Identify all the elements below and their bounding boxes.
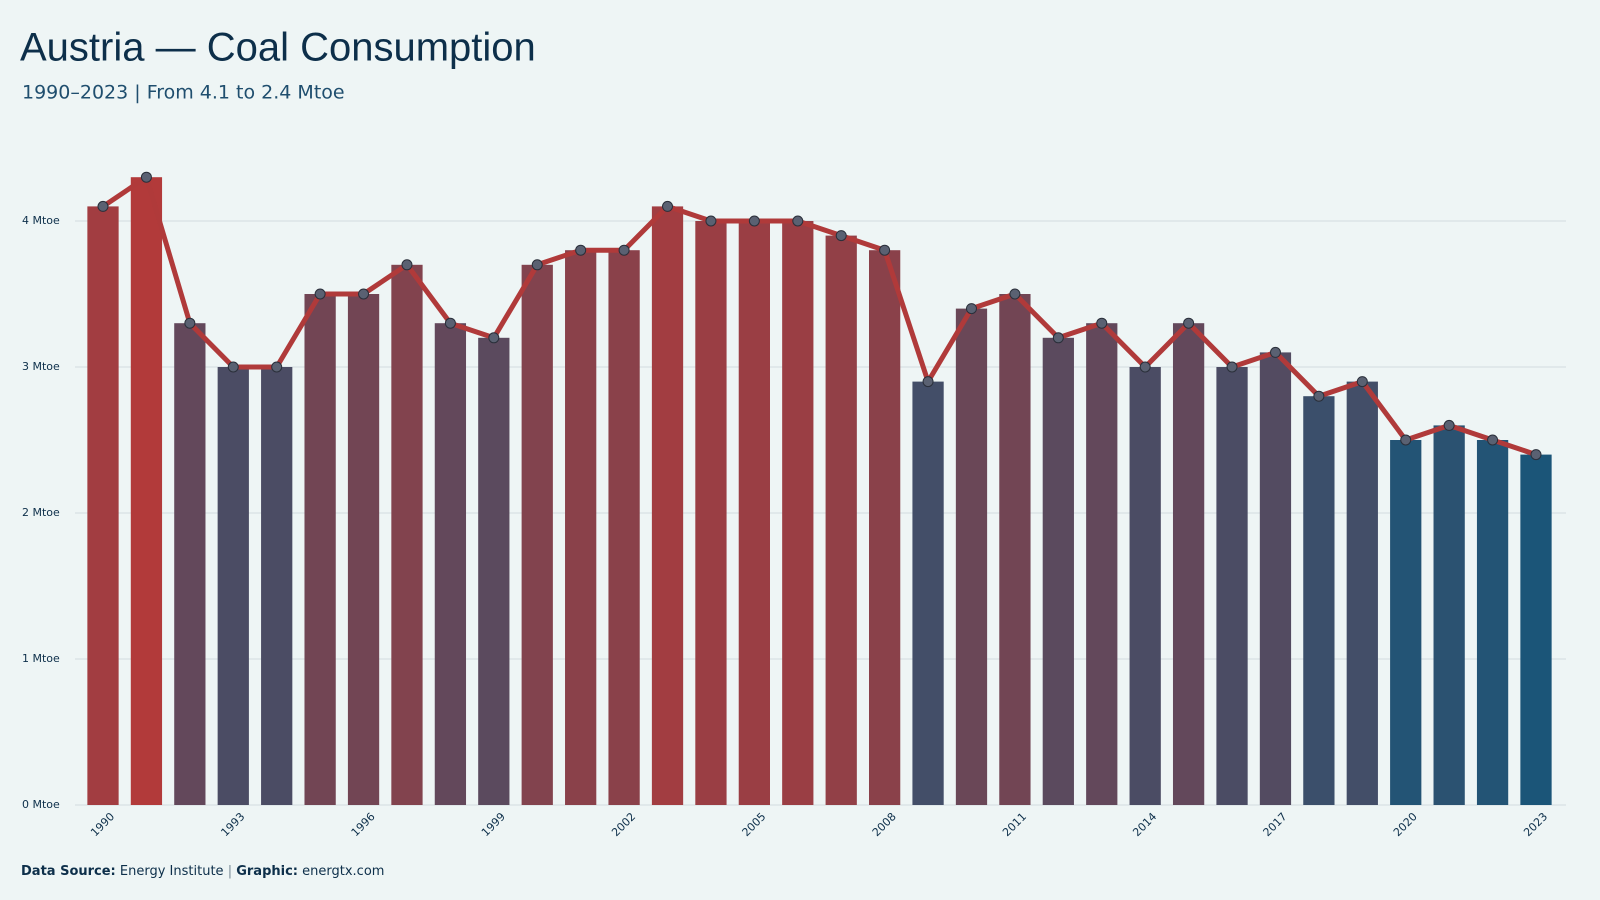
marker <box>1096 317 1108 329</box>
source-label: Data Source: <box>21 864 116 879</box>
bar <box>347 294 380 805</box>
marker <box>97 200 109 212</box>
bar <box>1042 337 1074 805</box>
separator: | <box>228 864 232 879</box>
marker <box>358 288 370 300</box>
bar <box>130 177 163 805</box>
y-tick-label: 0 Mtoe <box>22 798 60 811</box>
marker <box>1530 449 1542 461</box>
marker <box>879 244 891 256</box>
bar <box>651 206 684 805</box>
marker <box>1139 361 1151 373</box>
marker <box>748 215 760 227</box>
marker <box>575 244 587 256</box>
marker <box>184 317 196 329</box>
marker <box>1487 434 1499 446</box>
bar <box>304 294 336 805</box>
bar <box>782 221 814 805</box>
marker <box>314 288 326 300</box>
bar <box>521 264 553 805</box>
chart-subtitle: 1990–2023 | From 4.1 to 2.4 Mtoe <box>22 82 345 104</box>
marker <box>531 259 543 271</box>
marker <box>835 230 847 242</box>
marker <box>705 215 717 227</box>
bar <box>217 367 249 805</box>
marker <box>1226 361 1238 373</box>
bar <box>1216 367 1248 805</box>
credit-label: Graphic: <box>236 864 298 879</box>
marker <box>662 200 674 212</box>
marker <box>140 171 152 183</box>
footer: Data Source: Energy Institute | Graphic:… <box>21 864 384 879</box>
marker <box>792 215 804 227</box>
marker <box>1443 419 1455 431</box>
bar <box>1172 323 1205 805</box>
bar <box>478 337 510 805</box>
marker <box>965 303 977 315</box>
bar <box>1303 396 1335 805</box>
marker <box>1052 332 1064 344</box>
bar <box>955 308 988 805</box>
bar <box>565 250 597 805</box>
marker <box>1009 288 1021 300</box>
marker <box>1183 317 1195 329</box>
bar <box>608 250 640 805</box>
marker <box>488 332 500 344</box>
bar <box>738 221 770 805</box>
chart-title: Austria — Coal Consumption <box>20 26 536 70</box>
marker <box>1269 346 1281 358</box>
bar <box>999 294 1031 805</box>
marker <box>1400 434 1412 446</box>
marker <box>227 361 239 373</box>
bar <box>391 264 423 805</box>
marker <box>444 317 456 329</box>
bar <box>1259 352 1292 805</box>
marker <box>922 376 934 388</box>
bar <box>695 221 727 805</box>
bar <box>434 323 467 805</box>
bar <box>1086 323 1118 805</box>
marker <box>1356 376 1368 388</box>
y-tick-label: 3 Mtoe <box>22 360 60 373</box>
bar <box>912 381 944 805</box>
bar <box>1129 367 1161 805</box>
bar <box>1520 454 1552 805</box>
marker <box>401 259 413 271</box>
bar <box>1433 425 1465 805</box>
y-tick-label: 1 Mtoe <box>22 652 60 665</box>
bar <box>1390 440 1422 805</box>
bar <box>174 323 206 805</box>
marker <box>271 361 283 373</box>
y-tick-label: 2 Mtoe <box>22 506 60 519</box>
bar <box>1476 440 1509 805</box>
y-tick-label: 4 Mtoe <box>22 214 60 227</box>
bar <box>825 235 857 806</box>
trend-line <box>101 174 1537 457</box>
bar <box>87 206 119 805</box>
bar <box>869 250 901 805</box>
marker <box>1313 390 1325 402</box>
source: Energy Institute <box>120 864 224 879</box>
marker <box>618 244 630 256</box>
bar <box>261 367 293 805</box>
bar <box>1346 381 1378 805</box>
credit: energtx.com <box>302 864 384 879</box>
